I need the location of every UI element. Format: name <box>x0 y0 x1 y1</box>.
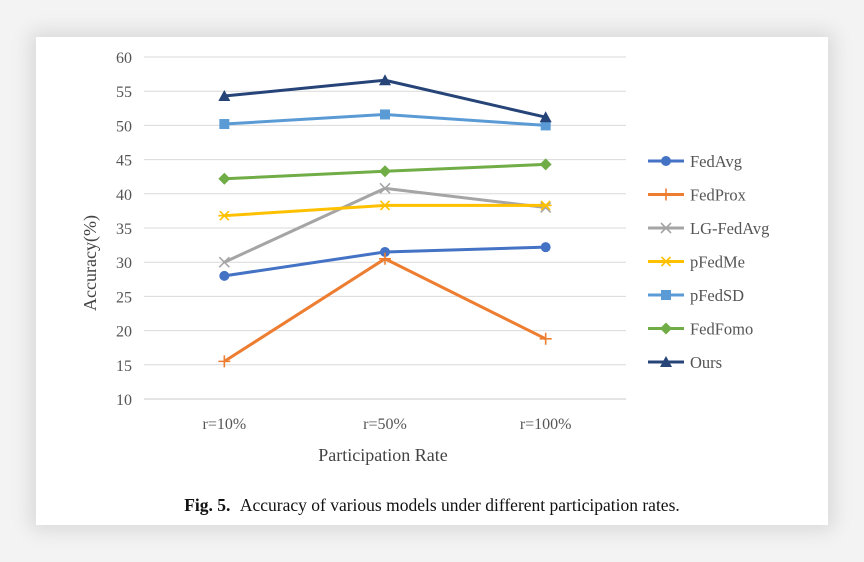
legend-item-fedfomo: FedFomo <box>648 320 753 339</box>
legend-label-fedprox: FedProx <box>690 186 747 205</box>
series-ours <box>218 74 552 123</box>
point-pfedsd-1 <box>219 119 230 130</box>
y-tick-45: 45 <box>116 153 132 170</box>
legend-item-pfedme: pFedMe <box>648 253 745 272</box>
legend-marker-ours <box>660 356 672 367</box>
point-pfedme-3 <box>539 200 552 211</box>
legend-marker-pfedsd <box>661 290 671 300</box>
legend-item-pfedsd: pFedSD <box>648 286 744 305</box>
y-tick-50: 50 <box>116 118 132 135</box>
series-lines <box>218 74 552 368</box>
legend-item-lg-fedavg: LG-FedAvg <box>648 219 769 238</box>
series-line-pfedme <box>224 203 546 218</box>
figure-caption: Fig. 5. Accuracy of various models under… <box>36 495 828 516</box>
legend-item-ours: Ours <box>648 353 722 372</box>
series-line-fedprox <box>223 257 547 363</box>
point-ours-2 <box>379 74 391 86</box>
y-tick-35: 35 <box>116 221 132 238</box>
caption-text: Accuracy of various models under differe… <box>239 495 680 515</box>
y-tick-60: 60 <box>116 50 132 67</box>
series-pfedsd <box>219 109 551 131</box>
legend-marker-fedprox <box>660 188 672 201</box>
x-tick-3: r=100% <box>520 416 572 433</box>
point-fedfomo-2 <box>379 165 391 178</box>
x-tick-2: r=50% <box>363 416 407 433</box>
y-tick-30: 30 <box>116 255 132 272</box>
legend-label-lg-fedavg: LG-FedAvg <box>690 219 769 238</box>
legend-label-fedavg: FedAvg <box>690 152 742 171</box>
point-ours-3 <box>539 111 552 123</box>
y-tick-labels: 10 15 20 25 30 35 40 45 50 55 60 <box>116 50 132 409</box>
legend-marker-fedavg <box>661 156 671 166</box>
y-tick-20: 20 <box>116 324 132 341</box>
series-fedprox <box>218 252 552 368</box>
y-axis-label: Accuracy(%) <box>80 215 101 311</box>
legend-marker-lg-fedavg <box>660 222 672 234</box>
point-fedprox-2 <box>379 252 391 265</box>
point-pfedsd-2 <box>380 109 390 120</box>
legend-marker-pfedme <box>660 256 672 267</box>
point-fedavg-2 <box>380 246 390 257</box>
gridlines <box>144 56 626 400</box>
point-pfedme-2 <box>379 200 391 211</box>
point-lg-fedavg-1 <box>218 256 230 268</box>
point-lg-fedavg-2 <box>379 182 391 194</box>
legend-label-pfedme: pFedMe <box>690 253 745 272</box>
figure-card: 10 15 20 25 30 35 40 45 50 55 60 r=10% r=50% r=100% … <box>36 37 828 525</box>
point-fedavg-3 <box>540 242 551 253</box>
point-fedprox-3 <box>539 332 552 345</box>
y-tick-15: 15 <box>116 358 132 375</box>
y-tick-40: 40 <box>116 187 132 204</box>
x-tick-1: r=10% <box>202 416 246 433</box>
series-fedavg <box>219 242 551 281</box>
point-pfedsd-3 <box>540 120 551 131</box>
point-pfedme-1 <box>218 210 231 221</box>
point-fedfomo-3 <box>539 158 552 171</box>
series-lg-fedavg <box>218 182 552 268</box>
point-ours-1 <box>218 89 231 101</box>
legend: FedAvg FedProx LG-FedAvg pFedMe pFedSD FedFom… <box>648 152 769 372</box>
x-tick-labels: r=10% r=50% r=100% <box>202 416 571 433</box>
series-fedfomo <box>218 158 552 185</box>
series-pfedme <box>218 200 552 221</box>
point-fedfomo-1 <box>218 172 231 185</box>
legend-item-fedavg: FedAvg <box>648 152 742 171</box>
point-fedavg-1 <box>219 270 230 281</box>
y-tick-10: 10 <box>116 392 132 409</box>
x-axis-label: Participation Rate <box>318 445 447 465</box>
y-tick-55: 55 <box>116 84 132 101</box>
point-fedprox-1 <box>218 355 231 368</box>
legend-marker-fedfomo <box>660 322 672 335</box>
legend-label-fedfomo: FedFomo <box>690 320 753 339</box>
y-tick-25: 25 <box>116 289 132 306</box>
legend-item-fedprox: FedProx <box>648 186 747 205</box>
legend-label-pfedsd: pFedSD <box>690 286 744 305</box>
legend-label-ours: Ours <box>690 353 722 372</box>
caption-label: Fig. 5. <box>184 495 231 515</box>
